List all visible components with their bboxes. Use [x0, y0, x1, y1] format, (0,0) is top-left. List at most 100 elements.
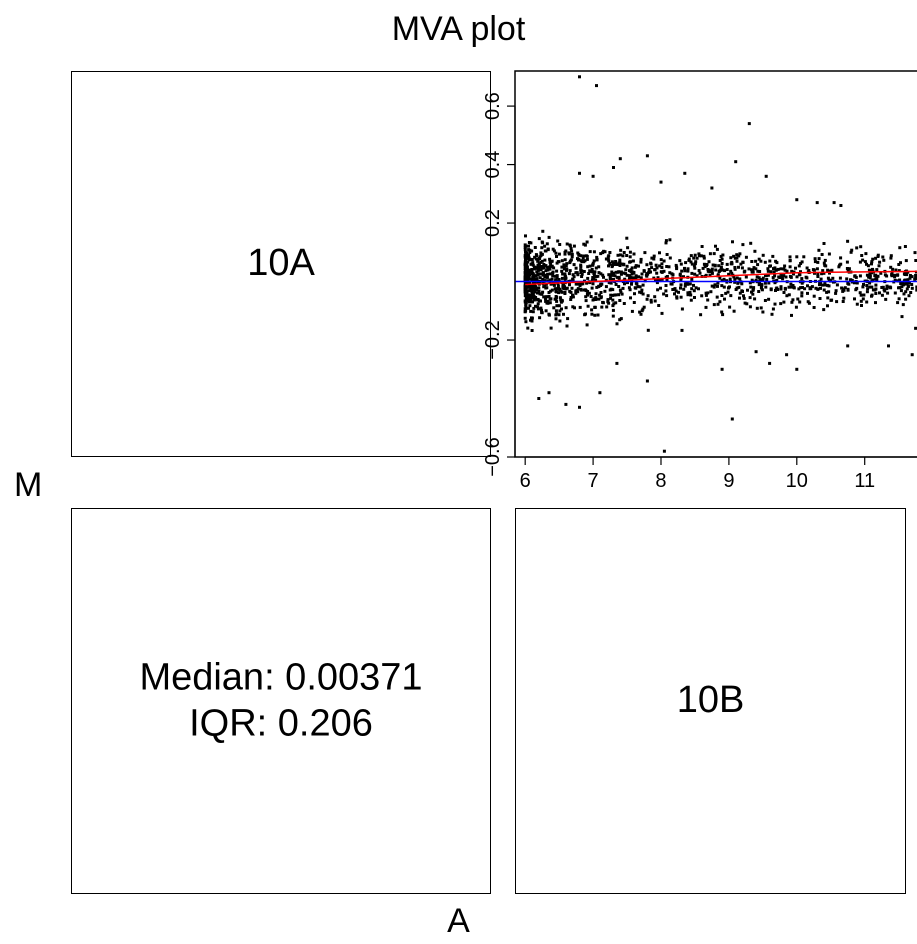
data-point	[839, 256, 843, 260]
data-point	[591, 298, 595, 302]
data-point	[815, 267, 819, 271]
data-point	[560, 307, 563, 311]
data-point	[855, 302, 859, 306]
data-point	[571, 278, 575, 282]
data-point	[524, 282, 527, 285]
data-point	[813, 271, 816, 275]
data-point	[728, 277, 732, 281]
data-point	[622, 251, 626, 254]
data-point	[763, 260, 767, 264]
data-point	[534, 274, 538, 278]
data-point	[655, 281, 659, 285]
data-point	[530, 277, 534, 281]
data-point	[881, 255, 885, 259]
data-point	[749, 285, 753, 289]
data-point	[535, 277, 539, 281]
data-point	[800, 294, 804, 298]
data-point	[524, 253, 527, 257]
x-tick-label: 6	[520, 470, 531, 490]
data-point	[591, 174, 595, 178]
data-point	[905, 273, 909, 277]
data-point	[625, 236, 629, 240]
data-point	[883, 289, 887, 293]
data-point	[580, 269, 584, 273]
data-point	[543, 275, 547, 279]
data-point	[586, 304, 590, 308]
data-point	[861, 258, 865, 262]
x-tick-label: 10	[786, 470, 808, 490]
data-point	[710, 267, 714, 271]
data-point	[693, 262, 697, 266]
data-point	[827, 284, 831, 288]
data-point	[628, 255, 632, 259]
data-point	[614, 270, 618, 274]
scatter-points	[523, 75, 917, 453]
data-point	[914, 259, 917, 262]
data-point	[534, 296, 538, 299]
data-point	[767, 297, 771, 301]
data-point	[858, 274, 862, 278]
data-point	[540, 292, 544, 296]
data-point	[618, 157, 622, 161]
data-point	[543, 244, 547, 248]
data-point	[802, 255, 806, 259]
data-point	[865, 284, 869, 287]
data-point	[903, 282, 907, 286]
data-point	[859, 293, 863, 297]
data-point	[596, 313, 600, 317]
data-point	[578, 171, 581, 175]
data-point	[845, 267, 849, 270]
data-point	[525, 291, 529, 295]
data-point	[758, 270, 762, 273]
data-point	[525, 295, 528, 299]
data-point	[726, 290, 730, 294]
data-point	[756, 269, 760, 273]
data-point	[788, 258, 792, 262]
data-point	[830, 298, 834, 302]
data-point	[690, 287, 694, 291]
data-point	[683, 171, 687, 175]
data-point	[578, 75, 581, 79]
data-point	[730, 417, 734, 421]
data-point	[839, 262, 843, 266]
data-point	[549, 282, 553, 286]
data-point	[582, 254, 586, 258]
data-point	[528, 277, 532, 281]
y-tick-label: 0.2	[482, 209, 504, 237]
data-point	[904, 290, 908, 294]
data-point	[552, 266, 556, 270]
data-point	[623, 282, 626, 286]
data-point	[587, 291, 591, 295]
data-point	[897, 286, 900, 290]
data-point	[756, 263, 760, 267]
data-point	[774, 268, 778, 272]
data-point	[733, 266, 737, 269]
chart-title: MVA plot	[391, 10, 526, 48]
data-point	[635, 282, 639, 286]
data-point	[545, 275, 549, 279]
data-point	[865, 290, 869, 294]
data-point	[624, 268, 628, 272]
data-point	[747, 122, 751, 126]
data-point	[607, 264, 610, 268]
data-point	[630, 272, 634, 276]
data-point	[868, 276, 872, 280]
data-point	[700, 245, 704, 248]
data-point	[665, 253, 669, 256]
data-point	[526, 272, 530, 276]
data-point	[540, 252, 544, 256]
data-point	[883, 273, 887, 277]
data-point	[563, 274, 567, 278]
data-point	[823, 263, 827, 267]
data-point	[664, 239, 668, 243]
data-point	[548, 301, 552, 305]
data-point	[712, 285, 716, 289]
data-point	[584, 299, 588, 303]
data-point	[755, 275, 759, 279]
data-point	[600, 305, 604, 309]
data-point	[766, 273, 770, 277]
data-point	[606, 300, 610, 304]
data-point	[576, 290, 580, 294]
data-point	[579, 254, 583, 258]
data-point	[764, 274, 768, 278]
